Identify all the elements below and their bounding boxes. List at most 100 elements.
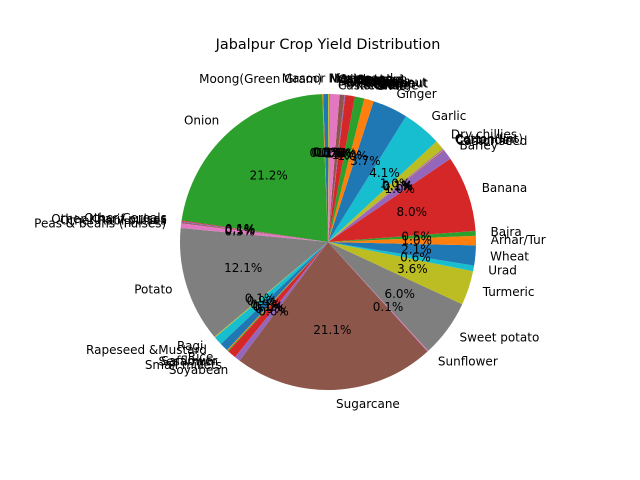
slice-percent-jowar: 1.0% <box>326 147 357 161</box>
slice-percent-castor-seed: 0.1% <box>383 180 414 194</box>
slice-label-coriander: Coriander <box>455 133 514 147</box>
slice-urad <box>328 242 475 272</box>
slice-ragi <box>214 242 328 338</box>
slice-percent-dry-chillies: 1.0% <box>380 176 411 190</box>
slice-peas-beans-pulses <box>180 223 328 242</box>
slice-percent-ginger: 3.7% <box>350 154 381 168</box>
slice-label-small-millets: Small millets <box>145 358 222 372</box>
slice-maize <box>328 94 340 242</box>
slice-sugarcane <box>239 242 428 390</box>
slice-label-wheat: Wheat <box>490 249 529 263</box>
slice-percent-mesta: 0.1% <box>314 146 345 160</box>
slice-label-onion: Onion <box>184 113 219 127</box>
slice-jute <box>328 94 346 242</box>
slice-label-linseed: Linseed <box>343 72 389 86</box>
slice-label-sunflower: Sunflower <box>438 355 498 369</box>
slice-label-maize: Maize <box>335 72 370 86</box>
slice-label-masoor: Masoor <box>282 72 326 86</box>
slice-cotton-lint <box>328 148 444 242</box>
slice-rice <box>220 242 328 351</box>
slice-percent-other-kharif-pulses: 0.1% <box>225 222 256 236</box>
slice-percent-onion: 21.2% <box>250 168 288 182</box>
extra-label-korra-7: Korra <box>356 79 388 93</box>
extra-labels: CardamomTobaccoArecanutCashewnutCoconutK… <box>338 73 428 93</box>
slice-coriander <box>328 149 445 242</box>
slice-percent-banana: 8.0% <box>397 205 428 219</box>
slice-label-rice: Rice <box>188 350 214 364</box>
slice-label-rapeseed-mustard: Rapeseed &Mustard <box>86 343 207 357</box>
slice-label-gram: Gram <box>373 78 406 92</box>
slice-castor-seed <box>328 150 445 242</box>
slice-percent-cotton-lint: 0.1% <box>382 179 413 193</box>
slice-percent-garlic: 4.1% <box>369 166 400 180</box>
slice-label-turmeric: Turmeric <box>482 285 535 299</box>
slice-label-soyabean: Soyabean <box>169 363 228 377</box>
slice-label-sesamum: Sesamum <box>159 355 219 369</box>
slice-percent-turmeric: 3.6% <box>397 262 428 276</box>
slice-label-niger-seed: Niger seed <box>329 72 394 86</box>
slice-label-jute: Jute <box>346 73 370 87</box>
slice-safflower <box>227 242 328 351</box>
slice-percent-peas-beans-pulses: 0.5% <box>224 225 255 239</box>
slice-label-moong-green-gram: Moong(Green Gram) <box>199 72 322 86</box>
slice-label-ginger: Ginger <box>397 87 437 101</box>
extra-label-urad-8: Urad <box>374 73 403 87</box>
slice-percent-sweet-potato: 6.0% <box>384 287 415 301</box>
slice-masoor <box>323 94 328 242</box>
slice-banana <box>328 158 476 242</box>
slice-gram <box>328 98 374 242</box>
slice-label-other-kharif-pulses: Other Kharif pulses <box>51 212 166 226</box>
slice-percent-coriander: 0.1% <box>382 179 413 193</box>
slice-label-bajra: Bajra <box>491 225 522 239</box>
slice-label-urad: Urad <box>488 264 517 278</box>
slice-percent-sunflower: 0.1% <box>373 300 404 314</box>
slice-sunflower <box>328 242 429 352</box>
slice-other-rabi-pulses <box>181 222 328 242</box>
slice-niger-seed <box>328 93 329 242</box>
slice-percent-soyabean: 0.6% <box>258 305 289 319</box>
slice-sweet-potato <box>328 242 463 351</box>
slice-dry-chillies <box>328 141 443 242</box>
slice-percent-sesamum: 0.1% <box>253 300 284 314</box>
slice-label-peas-beans-pulses: Peas & beans (Pulses) <box>34 217 166 231</box>
slice-percent-wheat: 2.1% <box>401 243 432 257</box>
slice-percent-jute: 0.1% <box>323 146 354 160</box>
extra-label-pineapple-10: Pineapple <box>356 77 415 91</box>
slice-label-jowar: Jowar <box>351 74 385 88</box>
slice-label-sweet-potato: Sweet potato <box>460 330 540 344</box>
slice-label-ragi: Ragi <box>177 339 203 353</box>
chart-title: Jabalpur Crop Yield Distribution <box>215 37 441 53</box>
slice-label-garlic: Garlic <box>432 109 467 123</box>
slice-label-other-cereals: Other Cereals <box>84 211 167 225</box>
slice-garlic <box>328 116 437 242</box>
slice-percent-arhar-tur: 1.0% <box>402 234 433 248</box>
slice-small-millets <box>228 242 328 358</box>
slice-percent-masoor: 0.5% <box>311 146 342 160</box>
slice-onion <box>181 94 328 242</box>
slice-percent-urad: 0.6% <box>400 250 431 264</box>
slice-percent-groundnut: 1.0% <box>332 148 363 162</box>
slice-percent-sugarcane: 21.1% <box>313 323 351 337</box>
slice-jowar <box>328 95 355 243</box>
pie-slices <box>179 93 477 390</box>
slice-label-dry-chillies: Dry chillies <box>451 128 517 142</box>
slice-percent-rice: 0.9% <box>250 298 281 312</box>
extra-label-horse-gram-6: Horse-gram <box>338 77 409 91</box>
extra-label-cardamom-0: Cardamom <box>338 73 404 87</box>
extra-label-kapas-5: Kapas <box>374 75 410 89</box>
slice-percent-potato: 12.1% <box>224 261 262 275</box>
slice-label-arhar-tur: Arhar/Tur <box>491 233 546 247</box>
slice-moong-green-gram <box>322 94 328 242</box>
slice-barley <box>328 150 451 242</box>
slice-percent-moong-green-gram: 0.1% <box>310 146 341 160</box>
slice-soyabean <box>235 242 328 361</box>
slice-percent-other-cereals: 0.1% <box>225 222 256 236</box>
slice-percent-niger-seed: 0.1% <box>313 146 344 160</box>
slice-groundnut <box>328 96 365 242</box>
slice-label-potato: Potato <box>134 283 172 297</box>
slice-percent-maize: 1.0% <box>317 146 348 160</box>
slice-arhar-tur <box>328 235 477 246</box>
slice-label-castor-seed: Castor seed <box>456 134 527 148</box>
slice-percent-ragi: 0.1% <box>245 292 276 306</box>
